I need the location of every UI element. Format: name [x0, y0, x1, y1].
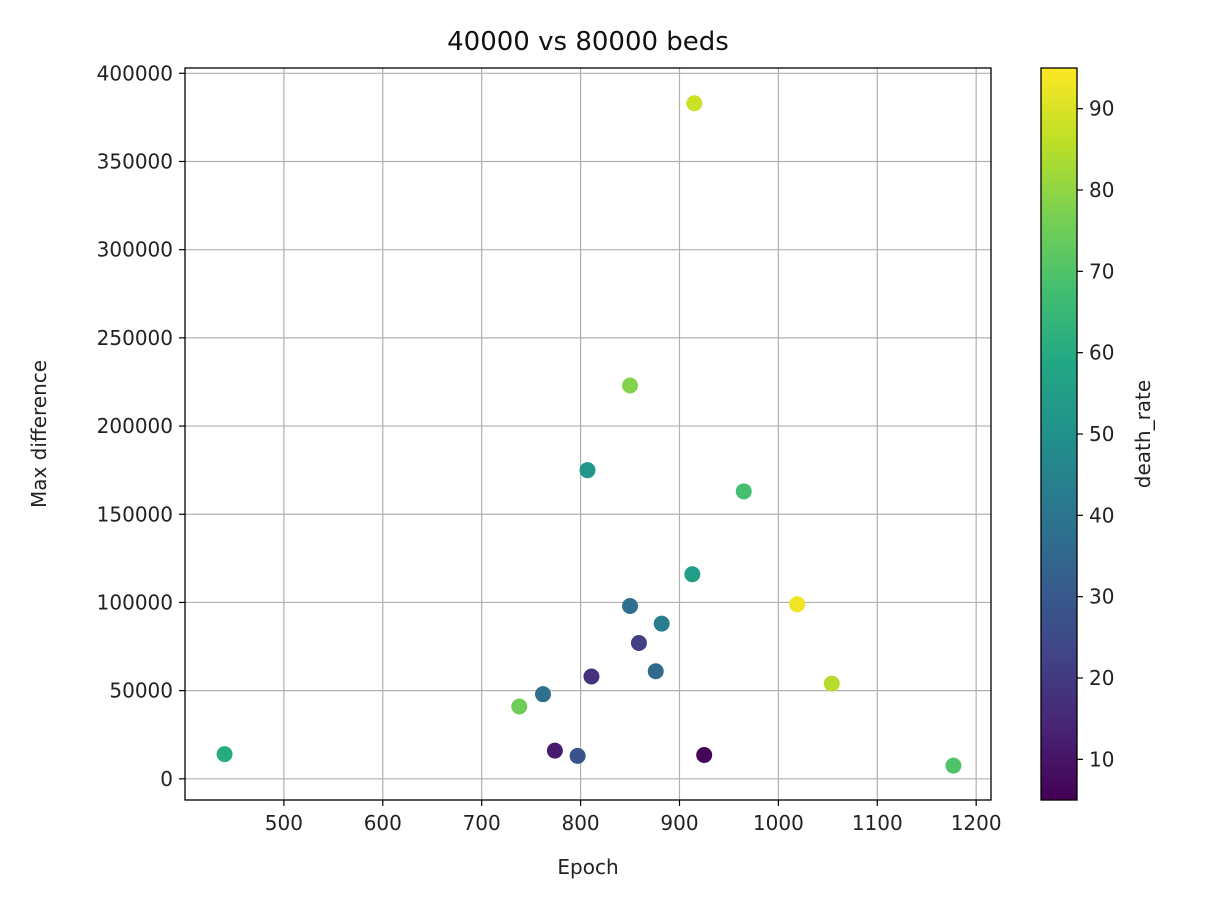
data-point [546, 742, 563, 759]
data-point [735, 483, 752, 500]
data-point [630, 635, 647, 652]
colorbar-tick-label: 10 [1089, 747, 1114, 771]
data-point [647, 663, 664, 680]
x-axis-label: Epoch [557, 855, 618, 879]
chart-title: 40000 vs 80000 beds [447, 27, 729, 57]
data-point [684, 566, 701, 583]
data-point [945, 757, 962, 774]
y-axis-label: Max difference [27, 360, 51, 508]
axes: 500 600 700 800 900 1000 1100 1200 0 50000 100000 1… [97, 61, 1002, 835]
y-tick-label: 350000 [97, 149, 173, 173]
y-tick-label: 300000 [97, 238, 173, 262]
colorbar-tick-label: 50 [1089, 422, 1114, 446]
x-tick-label: 600 [364, 811, 402, 835]
x-tick-label: 1000 [753, 811, 804, 835]
colorbar-gradient [1040, 67, 1078, 801]
data-point [535, 686, 552, 703]
y-tick-label: 400000 [97, 61, 173, 85]
grid [185, 68, 991, 800]
data-point [216, 746, 233, 763]
data-points [216, 95, 962, 774]
colorbar-tick-label: 90 [1089, 97, 1114, 121]
colorbar-tick-label: 60 [1089, 341, 1114, 365]
y-tick-label: 0 [160, 767, 173, 791]
data-point [569, 747, 586, 764]
data-point [579, 462, 596, 479]
x-tick-label: 800 [561, 811, 599, 835]
colorbar-tick-label: 20 [1089, 666, 1114, 690]
data-point [823, 675, 840, 692]
colorbar: 10 20 30 40 50 60 70 80 90 [1040, 67, 1114, 801]
x-tick-label: 900 [660, 811, 698, 835]
y-tick-label: 250000 [97, 326, 173, 350]
plot-frame [184, 67, 992, 801]
x-tick-label: 500 [265, 811, 303, 835]
y-tick-label: 200000 [97, 414, 173, 438]
data-point [583, 668, 600, 685]
colorbar-tick-label: 80 [1089, 178, 1114, 202]
colorbar-tick-label: 70 [1089, 259, 1114, 283]
data-point [622, 377, 639, 394]
data-point [653, 615, 670, 632]
data-point [789, 596, 806, 613]
y-tick-label: 50000 [109, 679, 173, 703]
data-point [511, 698, 528, 715]
x-tick-label: 1100 [852, 811, 903, 835]
data-point [696, 747, 713, 764]
x-tick-label: 700 [463, 811, 501, 835]
colorbar-tick-label: 40 [1089, 503, 1114, 527]
data-point [622, 597, 639, 614]
y-tick-label: 150000 [97, 502, 173, 526]
y-tick-label: 100000 [97, 590, 173, 614]
x-tick-label: 1200 [951, 811, 1002, 835]
data-point [686, 95, 703, 112]
colorbar-label: death_rate [1131, 380, 1155, 488]
colorbar-tick-label: 30 [1089, 585, 1114, 609]
